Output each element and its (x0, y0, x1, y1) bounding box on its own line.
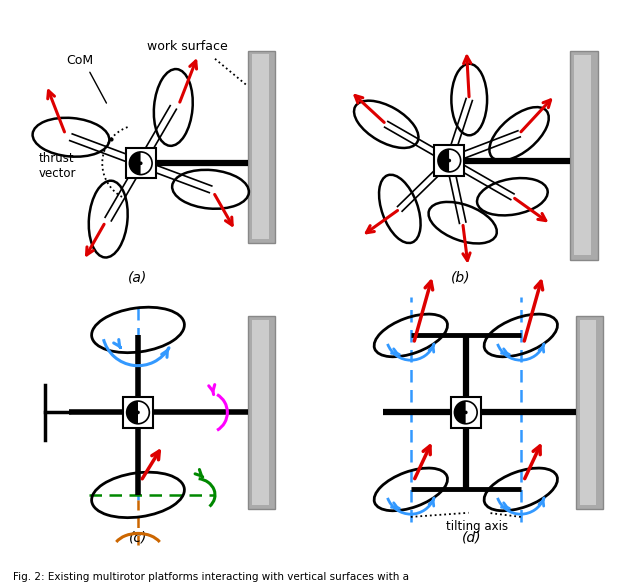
Bar (252, 54, 269, 239)
Text: thrust
vector: thrust vector (39, 152, 77, 180)
Wedge shape (438, 149, 449, 172)
Bar (252, 320, 269, 505)
Text: work surface: work surface (147, 40, 228, 53)
Bar (576, 316, 604, 508)
Wedge shape (129, 152, 141, 174)
Circle shape (136, 411, 140, 414)
Bar (434, 146, 465, 176)
Text: (b): (b) (451, 270, 470, 284)
Text: (a): (a) (129, 270, 148, 284)
Text: CoM: CoM (67, 54, 94, 67)
Circle shape (447, 159, 451, 163)
Wedge shape (454, 401, 466, 424)
Circle shape (139, 161, 143, 165)
Wedge shape (138, 401, 149, 424)
Circle shape (464, 411, 468, 414)
Text: (c): (c) (129, 531, 147, 545)
Wedge shape (127, 401, 138, 424)
Bar (125, 148, 156, 178)
Text: Fig. 2: Existing multirotor platforms interacting with vertical surfaces with a: Fig. 2: Existing multirotor platforms in… (13, 572, 409, 582)
Bar (123, 397, 153, 428)
Wedge shape (449, 149, 461, 172)
Text: (d): (d) (461, 531, 481, 545)
Bar (451, 397, 481, 428)
Bar (570, 50, 598, 260)
Bar (575, 55, 591, 255)
Text: tilting axis: tilting axis (445, 519, 508, 533)
Bar (248, 316, 275, 508)
Wedge shape (141, 152, 152, 174)
Bar (248, 50, 275, 243)
Bar (580, 320, 596, 505)
Wedge shape (466, 401, 477, 424)
